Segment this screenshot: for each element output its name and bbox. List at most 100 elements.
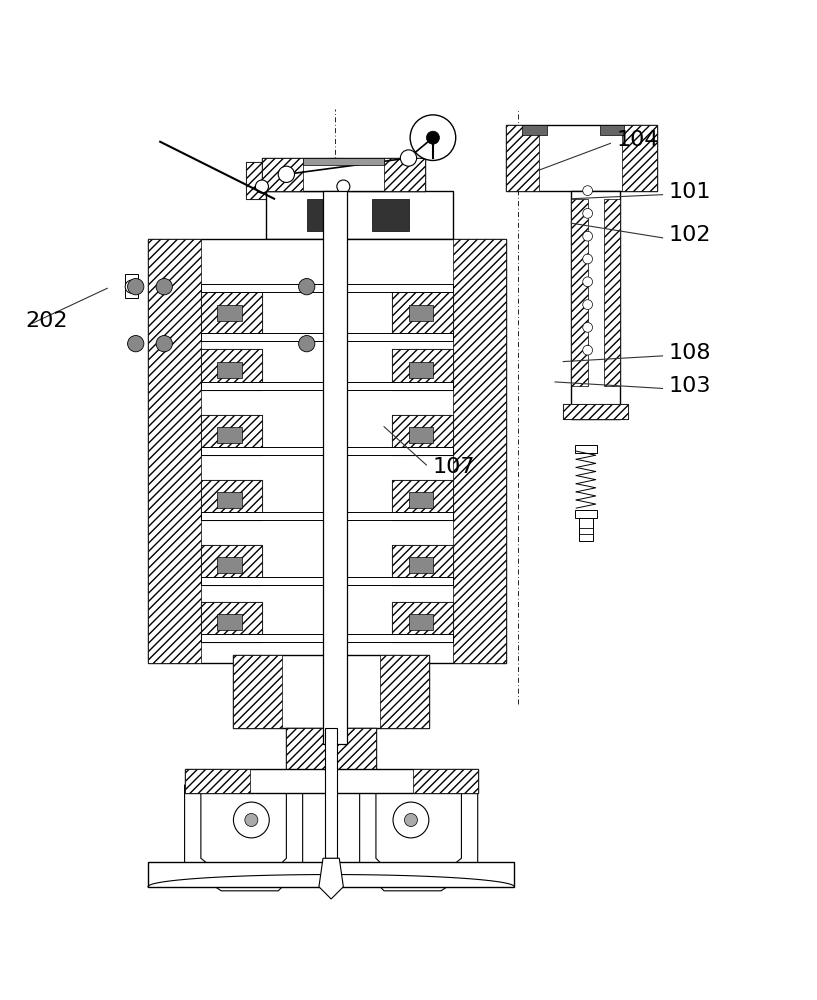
Circle shape — [410, 115, 456, 160]
Circle shape — [337, 180, 350, 193]
Bar — [392, 191, 453, 239]
Bar — [148, 862, 515, 887]
Circle shape — [583, 209, 592, 218]
Bar — [266, 191, 453, 239]
Circle shape — [298, 336, 315, 352]
Bar — [325, 728, 337, 858]
Text: 104: 104 — [616, 130, 659, 150]
Bar — [392, 480, 453, 520]
Bar — [392, 602, 453, 642]
Bar — [327, 158, 343, 744]
Bar — [266, 191, 327, 239]
Bar — [185, 769, 250, 793]
Bar — [408, 305, 433, 321]
Bar — [579, 518, 592, 541]
Circle shape — [327, 336, 343, 352]
Bar — [327, 158, 343, 744]
Bar — [246, 162, 359, 174]
Bar — [453, 239, 507, 663]
Bar — [604, 199, 620, 386]
Bar — [384, 158, 425, 191]
Bar — [246, 174, 359, 199]
Bar — [201, 284, 453, 292]
Text: 202: 202 — [26, 311, 69, 331]
Bar — [392, 545, 453, 585]
Bar — [302, 158, 384, 165]
Circle shape — [404, 813, 417, 827]
Bar — [217, 305, 242, 321]
Bar — [310, 162, 359, 199]
Polygon shape — [319, 858, 343, 899]
Circle shape — [158, 280, 171, 293]
Circle shape — [583, 300, 592, 309]
Bar — [380, 655, 429, 728]
Bar — [201, 480, 262, 520]
Circle shape — [393, 802, 429, 838]
Bar — [571, 199, 587, 386]
Bar — [201, 577, 453, 585]
Circle shape — [127, 336, 144, 352]
Text: 108: 108 — [669, 343, 712, 363]
Bar — [201, 512, 453, 520]
Bar — [262, 158, 425, 191]
Bar — [408, 614, 433, 630]
Bar — [392, 292, 453, 333]
Bar — [392, 545, 453, 585]
Bar — [158, 274, 171, 298]
Circle shape — [298, 279, 315, 295]
Circle shape — [234, 802, 270, 838]
Circle shape — [156, 279, 172, 295]
Bar — [563, 404, 628, 419]
Polygon shape — [185, 781, 302, 891]
Bar — [575, 510, 596, 518]
Bar — [201, 602, 262, 642]
Text: 102: 102 — [669, 225, 712, 245]
Bar — [201, 349, 262, 390]
Bar — [563, 404, 628, 419]
Bar — [148, 239, 201, 663]
Bar — [507, 125, 657, 191]
Bar — [408, 427, 433, 443]
Bar — [201, 382, 453, 390]
Bar — [201, 292, 262, 333]
Bar — [201, 415, 262, 455]
Bar — [201, 349, 262, 390]
Bar — [201, 480, 262, 520]
Bar — [287, 728, 376, 781]
Circle shape — [125, 280, 138, 293]
Circle shape — [583, 186, 592, 195]
Circle shape — [245, 813, 258, 827]
Bar — [571, 191, 620, 419]
Text: 101: 101 — [669, 182, 712, 202]
Bar — [234, 655, 283, 728]
Bar — [217, 614, 242, 630]
Bar — [246, 162, 294, 199]
Bar — [262, 158, 302, 191]
Bar — [125, 274, 138, 298]
Bar — [507, 125, 538, 191]
Circle shape — [327, 279, 343, 295]
Circle shape — [583, 254, 592, 264]
Bar — [392, 602, 453, 642]
Bar — [201, 545, 262, 585]
Bar — [600, 125, 624, 135]
Bar — [392, 349, 453, 390]
Bar — [392, 415, 453, 455]
Bar — [408, 492, 433, 508]
Circle shape — [583, 231, 592, 241]
Circle shape — [426, 131, 440, 144]
Bar — [408, 362, 433, 378]
Bar — [201, 634, 453, 642]
Bar — [217, 557, 242, 573]
Circle shape — [279, 166, 294, 182]
Bar — [201, 333, 453, 341]
Text: 107: 107 — [433, 457, 475, 477]
Circle shape — [583, 345, 592, 355]
Bar — [217, 492, 242, 508]
Bar — [323, 191, 347, 744]
Bar — [392, 415, 453, 455]
Bar — [413, 769, 478, 793]
Circle shape — [583, 277, 592, 287]
Circle shape — [127, 279, 144, 295]
Bar — [185, 769, 478, 793]
